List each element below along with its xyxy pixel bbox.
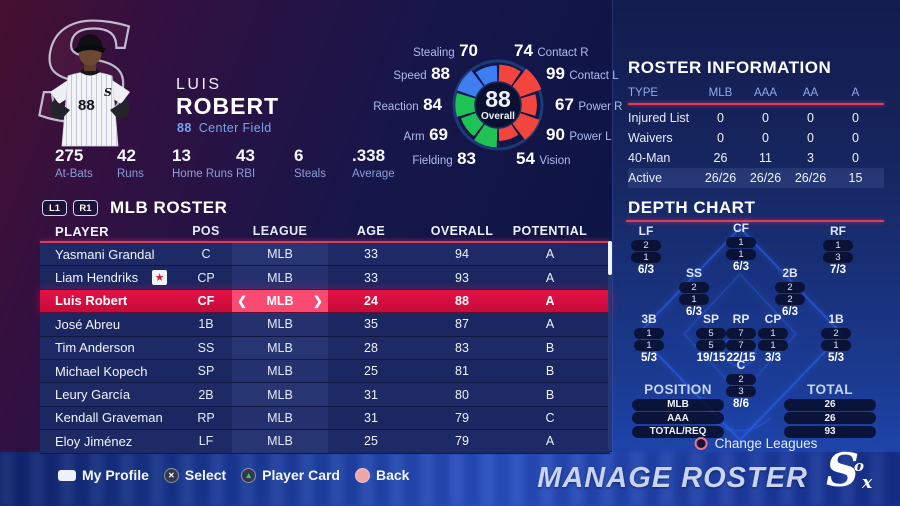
depth-chart-panel: DEPTH CHART LF 2 1 6/3 CF 1 1 6/3 RF 1 3 7/3 SS 2 1… [622,196,890,454]
roster-table-body: Yasmani Grandal C MLB 33 94 A Liam Hendriks ★ C… [40,243,610,454]
table-row[interactable]: Eloy Jiménez LF MLB 25 79 A [40,430,610,454]
depth-pos-lf: LF 2 1 6/3 [631,225,661,276]
depth-pos-1b: 1B 2 1 5/3 [821,313,851,364]
player-avatar: S 88 S [37,6,136,148]
captain-star-icon: ★ [152,270,168,286]
roster-info-row-waivers: Waivers 0 0 0 0 [628,131,859,145]
roster-table-divider [40,241,610,243]
attr-arm: Arm 69 [403,125,448,144]
roster-information-panel: ROSTER INFORMATION TYPE MLB AAA AA A Inj… [628,58,884,188]
hint-back[interactable]: Back [354,467,409,483]
depth-chart-divider [626,220,884,222]
svg-text:88: 88 [78,97,95,114]
right-panel-background [612,0,900,455]
depth-pos-cp: CP 1 1 3/3 [758,313,788,364]
cross-button-icon: ✕ [163,467,179,483]
depth-pos-rf: RF 1 3 7/3 [823,225,853,276]
attr-contact-r: 74 Contact R [514,41,589,60]
roster-info-row-active: Active 26/26 26/26 26/26 15 [628,168,884,188]
depth-pos-2b: 2B 2 2 6/3 [775,267,805,318]
league-prev-icon[interactable]: ❮ [237,293,248,308]
depth-chart-title: DEPTH CHART [628,198,756,217]
roster-info-title: ROSTER INFORMATION [628,58,832,77]
depth-pos-c: C 2 3 8/6 [726,359,756,410]
depth-pos-ss: SS 2 1 6/3 [679,267,709,318]
stat-home-runs: 13 Home Runs [172,146,233,180]
l1-button[interactable]: L1 [42,200,67,216]
player-position-line: 88 Center Field [177,121,272,135]
table-row[interactable]: Yasmani Grandal C MLB 33 94 A [40,243,610,267]
stat-average: .338 Average [352,146,395,180]
league-next-icon[interactable]: ❯ [312,293,323,308]
controller-hints: My Profile ✕ Select ▲ Player Card Back [58,467,409,483]
stat-steals: 6 Steals [294,146,326,180]
footer-background [0,452,900,506]
white-sox-logo: S o x [826,443,873,497]
table-row-selected[interactable]: Luis Robert CF ❮ MLB ❯ 24 88 A [40,289,610,314]
stat-runs: 42 Runs [117,146,144,180]
hint-player-card[interactable]: ▲ Player Card [241,467,340,483]
depth-summary-positions: POSITION MLB AAA TOTAL/REQ [632,382,724,438]
stat-at-bats: 275 At-Bats [55,146,93,180]
roster-table-header: PLAYER POS LEAGUE AGE OVERALL POTENTIAL [55,223,588,239]
table-row[interactable]: José Abreu 1B MLB 35 87 A [40,313,610,337]
hint-my-profile[interactable]: My Profile [58,467,149,483]
table-row[interactable]: Kendall Graveman RP MLB 31 79 C [40,406,610,431]
table-row[interactable]: Michael Kopech SP MLB 25 81 B [40,359,610,384]
circle-button-icon [354,467,370,483]
attribute-wheel-chart [452,59,544,151]
depth-pos-cf: CF 1 1 6/3 [726,222,756,273]
attr-power-l: 90 Power L [546,125,612,144]
roster-info-row-40man: 40-Man 26 11 3 0 [628,151,859,165]
mlb-roster-title: MLB ROSTER [110,198,228,217]
player-jersey-number: 88 [177,121,192,135]
depth-pos-sp: SP 5 5 19/15 [696,312,726,364]
attr-contact-l: 99 Contact L [546,64,619,83]
touchpad-icon [58,469,76,481]
player-first-name: LUIS [176,76,222,93]
table-row[interactable]: Leury García 2B MLB 31 80 B [40,383,610,407]
table-row[interactable]: Tim Anderson SS MLB 28 83 B [40,336,610,360]
attr-reaction: Reaction 84 [373,95,442,114]
stat-rbi: 43 RBI [236,146,256,180]
circle-button-icon [694,437,708,450]
roster-info-row-injured: Injured List 0 0 0 0 [628,111,859,125]
roster-scrollbar[interactable] [608,241,612,451]
mlb-roster-table: PLAYER POS LEAGUE AGE OVERALL POTENTIAL … [40,224,610,454]
depth-pos-rp: RP 7 7 22/15 [726,312,756,364]
triangle-button-icon: ▲ [241,467,257,483]
player-figure: 88 S [50,34,130,147]
hint-select[interactable]: ✕ Select [163,467,226,483]
depth-summary-totals: TOTAL 26 26 93 [784,382,876,438]
attribute-wheel: 88 Overall Stealing 70 Speed 88 Reaction… [368,28,638,183]
attr-power-r: 67 Power R [555,95,623,114]
attr-vision: 54 Vision [516,149,571,168]
attr-fielding: Fielding 83 [412,149,476,168]
attr-stealing: Stealing 70 [413,41,478,60]
r1-button[interactable]: R1 [73,200,98,216]
roster-info-header: TYPE MLB AAA AA A [628,86,860,99]
page-title: MANAGE ROSTER [537,462,808,494]
mlb-roster-header: L1 R1 MLB ROSTER [42,198,227,218]
player-last-name: ROBERT [176,93,280,119]
roster-scrollbar-thumb[interactable] [608,241,612,275]
roster-info-divider [628,103,884,105]
attr-speed: Speed 88 [393,64,450,83]
change-leagues-button[interactable]: Change Leagues [694,436,817,451]
player-position: Center Field [198,121,272,135]
table-row[interactable]: Liam Hendriks ★ CP MLB 33 93 A [40,266,610,290]
svg-text:S: S [104,86,112,99]
depth-pos-3b: 3B 1 1 5/3 [634,313,664,364]
